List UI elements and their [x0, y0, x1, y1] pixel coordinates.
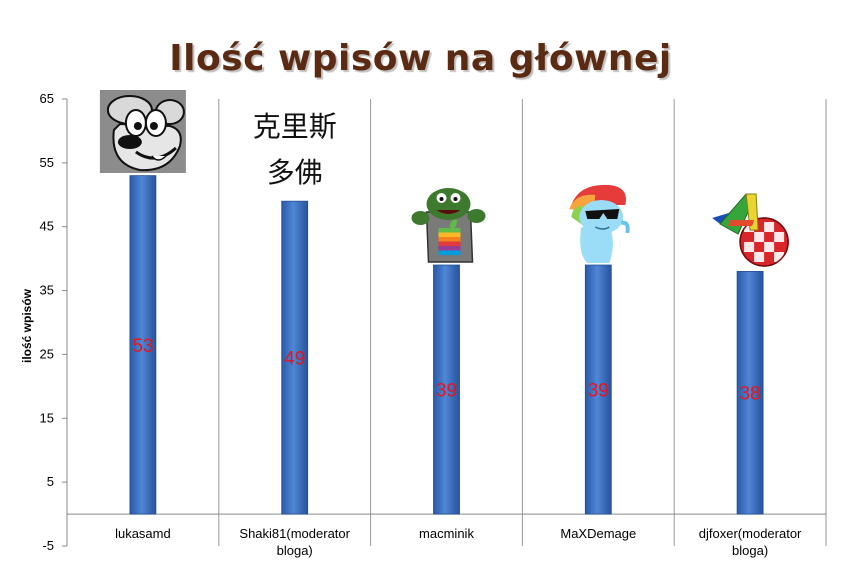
- bar: [736, 271, 764, 515]
- cartoon-dog-avatar: [99, 90, 186, 173]
- category-label: MaXDemage: [560, 526, 636, 541]
- category-label: Shaki81(moderator bloga): [239, 526, 350, 558]
- svg-text:克里斯: 克里斯: [253, 110, 337, 143]
- data-label: 38: [740, 384, 761, 405]
- svg-text:多佛: 多佛: [267, 156, 323, 189]
- y-tick-label: 35: [40, 283, 54, 298]
- category-label: lukasamd: [115, 526, 171, 541]
- green-monster-apple-logo-avatar: [411, 188, 486, 263]
- category-label: macminik: [419, 526, 474, 541]
- y-tick-label: 5: [47, 474, 54, 489]
- blue-pony-sunglasses-avatar: [569, 184, 630, 263]
- data-label: 39: [588, 381, 609, 402]
- y-tick-label: -5: [42, 538, 54, 553]
- y-tick-label: 25: [40, 346, 54, 361]
- bar: [281, 200, 309, 515]
- data-label: 39: [436, 381, 457, 402]
- amiga-a-logo-avatar: [712, 193, 789, 267]
- y-axis-label: ilość wpisów: [20, 288, 34, 363]
- bar: [584, 264, 612, 515]
- y-tick-label: 45: [40, 219, 54, 234]
- y-tick-label: 15: [40, 410, 54, 425]
- y-tick-label: 65: [40, 91, 54, 106]
- data-label: 53: [132, 336, 153, 357]
- chart-title: Ilość wpisów na głównej: [169, 38, 672, 79]
- bar: [433, 264, 460, 515]
- category-label: djfoxer(moderator bloga): [699, 526, 802, 558]
- y-tick-label: 55: [40, 155, 54, 170]
- bar: [129, 175, 157, 515]
- data-label: 49: [284, 349, 305, 370]
